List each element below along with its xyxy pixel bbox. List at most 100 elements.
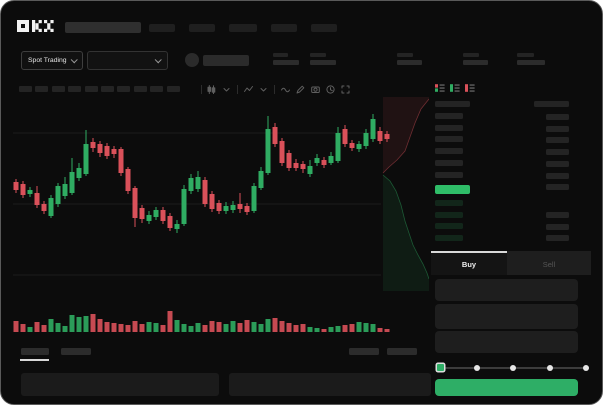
ask-row-price[interactable] <box>435 124 463 131</box>
volume-bar <box>104 322 110 332</box>
price-input[interactable] <box>435 279 578 301</box>
candlestick-chart[interactable] <box>13 97 430 337</box>
indicator-icon[interactable] <box>244 85 253 94</box>
volume-bar <box>146 322 152 332</box>
book-both-icon[interactable] <box>435 83 445 93</box>
nav-item-placeholder-1[interactable] <box>149 24 175 32</box>
total-input[interactable] <box>435 331 578 353</box>
history-icon[interactable] <box>326 85 335 94</box>
slider-stop-2[interactable] <box>510 365 516 371</box>
ask-row-price[interactable] <box>435 148 463 155</box>
candle-body <box>62 184 68 196</box>
ask-row-price[interactable] <box>435 159 463 166</box>
bid-row-amount[interactable] <box>546 223 569 230</box>
search-input[interactable] <box>65 22 141 33</box>
bid-row-price[interactable] <box>435 200 463 206</box>
ask-row-amount[interactable] <box>546 137 569 144</box>
volume-bar <box>195 323 201 332</box>
timeframe-button-4[interactable] <box>68 86 82 92</box>
ask-row-amount[interactable] <box>546 149 569 156</box>
bid-row-price[interactable] <box>435 223 463 230</box>
candle-body <box>34 193 40 205</box>
nav-item-placeholder-2[interactable] <box>189 24 215 32</box>
slider-handle[interactable] <box>437 364 444 371</box>
candle-body <box>90 142 96 148</box>
timeframe-button-9[interactable] <box>150 86 164 92</box>
timeframe-button-3[interactable] <box>51 86 65 92</box>
slider-stop-1[interactable] <box>474 365 480 371</box>
timeframe-button-5[interactable] <box>84 86 98 92</box>
nav-item-placeholder-5[interactable] <box>311 24 337 32</box>
timeframe-button-10[interactable] <box>166 86 180 92</box>
chevron-down-icon[interactable] <box>222 85 231 94</box>
nav-item-placeholder-4[interactable] <box>271 24 297 32</box>
orders-tab-2[interactable] <box>61 348 91 355</box>
trade-mode-dropdown[interactable]: Spot Trading <box>21 51 83 70</box>
volume-bar <box>167 311 173 332</box>
pair-selector-dropdown[interactable] <box>87 51 168 70</box>
volume-bar <box>188 326 194 332</box>
ask-row-price[interactable] <box>435 113 463 119</box>
trade-side-tabs: Buy Sell <box>431 251 591 275</box>
timeframe-button-6[interactable] <box>100 86 114 92</box>
ask-row-amount[interactable] <box>546 114 569 120</box>
timeframe-buttons <box>19 86 180 92</box>
toolbar-divider <box>237 85 238 94</box>
chevron-down-icon[interactable] <box>259 85 268 94</box>
chart-canvas[interactable] <box>13 97 430 337</box>
timeframe-button-1[interactable] <box>19 86 32 92</box>
ask-row-price[interactable] <box>435 136 463 143</box>
ask-row-amount[interactable] <box>546 160 569 167</box>
ask-row-amount[interactable] <box>546 184 569 191</box>
amount-input[interactable] <box>435 304 578 329</box>
bid-row-price[interactable] <box>435 234 463 241</box>
bid-row-price[interactable] <box>435 211 463 218</box>
volume-bar <box>286 323 292 332</box>
active-tab-underline <box>20 359 49 361</box>
candles-icon[interactable] <box>207 85 216 94</box>
bid-row-amount[interactable] <box>546 212 569 218</box>
coin-icon <box>185 53 199 67</box>
wave-icon[interactable] <box>281 85 290 94</box>
volume-bar <box>244 320 250 332</box>
volume-bar <box>48 319 54 332</box>
orders-tab-active[interactable] <box>21 348 49 355</box>
nav-item-placeholder-3[interactable] <box>229 24 257 32</box>
slider-stop-3[interactable] <box>547 365 553 371</box>
timeframe-button-8[interactable] <box>133 86 147 92</box>
volume-bar <box>370 324 376 332</box>
candle-body <box>244 206 250 212</box>
ask-row-price[interactable] <box>435 171 463 178</box>
chevron-down-icon <box>70 56 78 64</box>
candle-body <box>167 216 173 228</box>
book-asks-icon[interactable] <box>465 83 475 93</box>
volume-bar <box>342 325 348 332</box>
volume-bar <box>69 315 75 332</box>
slider-stop-4[interactable] <box>583 365 589 371</box>
ticker-stat-group-2 <box>310 53 336 65</box>
candle-body <box>69 172 75 193</box>
book-bids-icon[interactable] <box>450 83 460 93</box>
orders-filter-placeholder-1[interactable] <box>349 348 379 355</box>
candle-body <box>356 144 362 149</box>
volume-bar <box>62 326 68 332</box>
tab-buy[interactable]: Buy <box>431 251 507 275</box>
fullscreen-icon[interactable] <box>341 85 350 94</box>
orderbook-last-price-bar[interactable] <box>435 185 470 194</box>
bid-row-amount[interactable] <box>546 235 569 242</box>
timeframe-button-2[interactable] <box>35 86 49 92</box>
buy-submit-button[interactable] <box>435 379 578 396</box>
volume-bar <box>160 325 166 332</box>
tab-sell[interactable]: Sell <box>507 251 591 275</box>
amount-slider[interactable] <box>437 363 589 373</box>
ask-row-amount[interactable] <box>546 125 569 132</box>
orders-filter-placeholder-2[interactable] <box>387 348 417 355</box>
candle-body <box>181 189 187 224</box>
camera-icon[interactable] <box>311 85 320 94</box>
volume-bar <box>265 319 271 332</box>
ask-row-amount[interactable] <box>546 172 569 179</box>
draw-icon[interactable] <box>296 85 305 94</box>
candle-body <box>13 182 19 190</box>
chart-tool-icons <box>207 84 350 95</box>
timeframe-button-7[interactable] <box>117 86 131 92</box>
